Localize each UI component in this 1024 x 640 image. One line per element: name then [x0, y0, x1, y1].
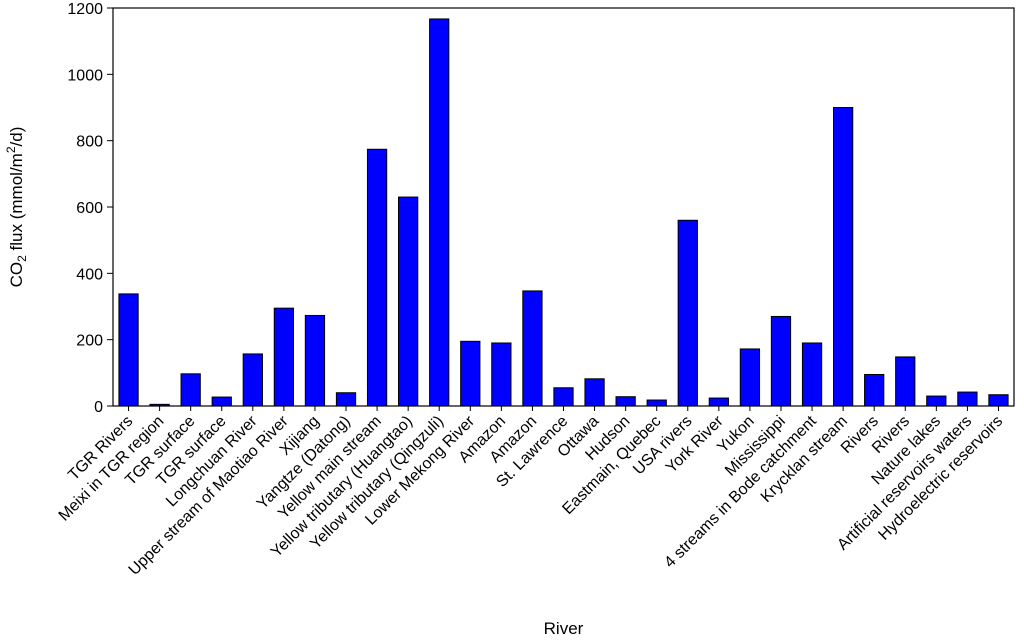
bar: [460, 340, 481, 407]
y-tick-label: 0: [94, 399, 103, 416]
y-tick-label: 400: [76, 266, 103, 283]
bar: [522, 290, 543, 407]
bar: [615, 396, 636, 407]
bar: [957, 391, 978, 407]
bar: [926, 395, 947, 407]
bar: [366, 148, 388, 407]
y-axis: 0 200 400 600 800 1000 1200: [67, 1, 113, 416]
bar: [180, 373, 201, 407]
bar: [801, 342, 823, 407]
bar: [739, 348, 761, 407]
bar: [273, 307, 295, 407]
y-tick-label: 200: [76, 333, 103, 350]
bar: [553, 387, 574, 407]
bar: [708, 397, 729, 407]
bar: [988, 394, 1009, 407]
bars-layer: [118, 18, 1009, 407]
bar: [677, 219, 698, 407]
plot-area-frame: [112, 7, 1015, 407]
bar: [118, 293, 139, 407]
bar: [491, 342, 512, 407]
bar: [770, 315, 792, 407]
y-tick-label: 600: [76, 200, 103, 217]
bar: [895, 356, 916, 407]
bar: [211, 396, 232, 407]
bar: [429, 18, 450, 407]
bar: [304, 314, 326, 407]
bar: [646, 399, 667, 407]
bar: [584, 378, 605, 407]
y-tick-label: 800: [76, 134, 103, 151]
bar: [864, 373, 885, 407]
bar: [242, 353, 263, 407]
y-tick-label: 1200: [67, 1, 103, 18]
bar: [335, 392, 357, 407]
y-tick-label: 1000: [67, 67, 103, 84]
x-axis-title: River: [544, 619, 584, 638]
y-axis-title: CO2 flux (mmol/m2/d): [4, 127, 29, 288]
bar: [832, 107, 854, 407]
bar: [398, 196, 419, 407]
